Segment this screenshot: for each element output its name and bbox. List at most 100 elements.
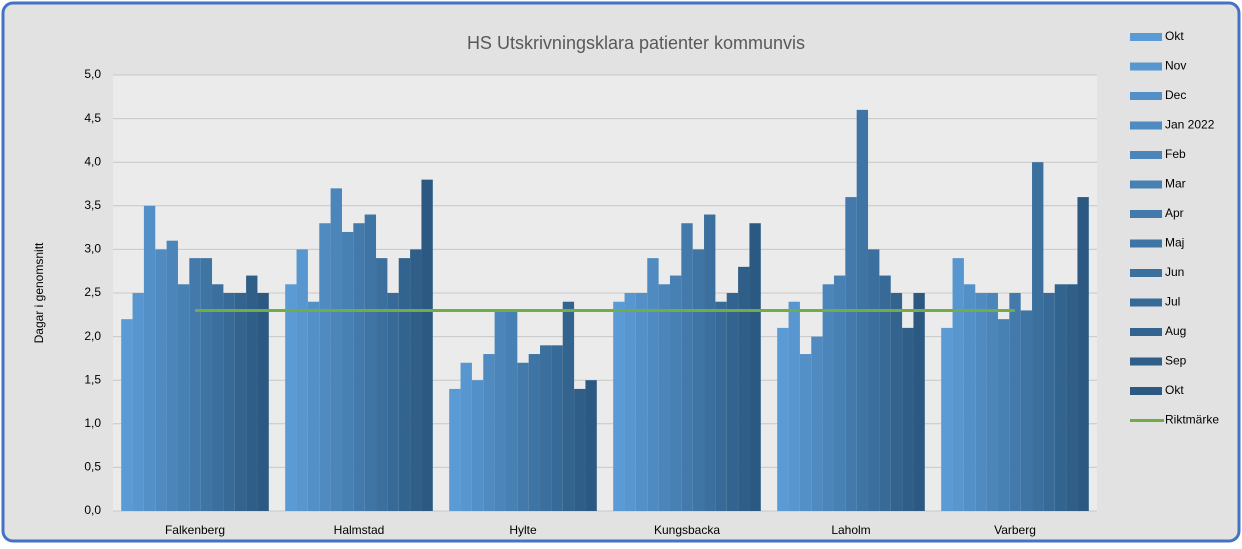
bar: [471, 380, 484, 511]
bar: [585, 380, 597, 511]
bar: [460, 362, 472, 511]
x-tick-label: Halmstad: [334, 523, 385, 537]
y-tick-label: 4,5: [84, 111, 101, 125]
bar: [997, 319, 1010, 511]
bar: [234, 293, 247, 511]
bar: [1032, 162, 1044, 511]
bar: [307, 301, 320, 511]
bar: [963, 284, 976, 511]
bar: [613, 301, 625, 511]
bar: [845, 197, 857, 511]
bar: [1054, 284, 1067, 511]
y-tick-label: 1,5: [84, 372, 101, 386]
bar: [941, 327, 953, 511]
bar: [692, 249, 705, 511]
bar: [528, 354, 541, 511]
bar: [189, 258, 201, 511]
legend-marker: [1130, 269, 1162, 277]
legend-label: Apr: [1165, 206, 1184, 220]
legend-marker: [1130, 328, 1162, 336]
bar: [975, 293, 987, 511]
legend-label: Jul: [1165, 295, 1180, 309]
bar: [132, 293, 144, 511]
legend-marker: [1130, 387, 1162, 395]
legend-label: Feb: [1165, 147, 1186, 161]
legend-label: Maj: [1165, 236, 1184, 250]
bar: [749, 223, 761, 512]
bar: [890, 293, 903, 511]
y-tick-label: 5,0: [84, 67, 101, 81]
bar: [166, 240, 178, 511]
y-tick-label: 0,0: [84, 503, 101, 517]
legend-label: Nov: [1165, 59, 1186, 73]
bar: [704, 214, 716, 511]
bar: [505, 310, 518, 511]
legend-label: Okt: [1165, 383, 1184, 397]
bar: [635, 293, 648, 511]
bar: [517, 362, 529, 511]
x-tick-label: Varberg: [994, 523, 1036, 537]
legend-marker: [1130, 62, 1162, 71]
bar: [647, 258, 659, 511]
bar: [562, 301, 575, 511]
y-tick-label: 1,0: [84, 416, 101, 430]
bar: [410, 249, 422, 511]
legend-label: Aug: [1165, 324, 1186, 338]
y-tick-label: 3,0: [84, 242, 101, 256]
bar: [986, 293, 998, 511]
bar: [285, 284, 297, 511]
legend-label: Dec: [1165, 88, 1186, 102]
bar: [421, 179, 433, 511]
y-tick-label: 2,5: [84, 285, 101, 299]
bar: [540, 345, 552, 511]
bar: [155, 249, 167, 511]
legend-marker: [1130, 151, 1162, 159]
y-tick-label: 0,5: [84, 460, 101, 474]
bar: [658, 284, 670, 511]
bar: [952, 258, 964, 511]
legend-marker: [1130, 180, 1162, 189]
bar: [833, 275, 846, 511]
bar: [223, 293, 235, 511]
bar: [353, 223, 365, 512]
bar: [398, 258, 411, 511]
bar: [822, 284, 834, 511]
bar: [1077, 197, 1089, 511]
bar: [177, 284, 190, 511]
bar: [902, 327, 914, 511]
bar: [868, 249, 880, 511]
bar: [121, 319, 133, 511]
bar: [341, 231, 354, 511]
bar: [669, 275, 682, 511]
x-tick-label: Kungsbacka: [654, 523, 720, 537]
bar: [200, 258, 213, 511]
legend-label: Riktmärke: [1165, 413, 1219, 427]
bar: [681, 223, 693, 512]
bar: [788, 301, 800, 511]
bar: [246, 275, 258, 511]
legend-marker: [1130, 298, 1162, 307]
bar: [1020, 310, 1033, 511]
chart-title: HS Utskrivningsklara patienter kommunvis: [467, 33, 805, 53]
legend-marker: [1130, 210, 1162, 218]
bar: [726, 293, 739, 511]
bar: [143, 205, 156, 512]
bar: [913, 293, 925, 511]
legend-label: Mar: [1165, 177, 1186, 191]
y-tick-label: 4,0: [84, 154, 101, 168]
bar: [551, 345, 563, 511]
bar: [494, 310, 506, 511]
legend-label: Jan 2022: [1165, 118, 1215, 132]
legend-marker: [1130, 33, 1162, 41]
x-tick-label: Laholm: [831, 523, 870, 537]
bar: [879, 275, 891, 511]
legend-label: Okt: [1165, 29, 1184, 43]
legend-label: Jun: [1165, 265, 1184, 279]
bar: [624, 293, 636, 511]
x-tick-label: Hylte: [509, 523, 537, 537]
x-tick-label: Falkenberg: [165, 523, 225, 537]
bar: [574, 388, 586, 511]
y-tick-label: 3,5: [84, 198, 101, 212]
bar: [777, 327, 789, 511]
bar: [319, 223, 331, 512]
